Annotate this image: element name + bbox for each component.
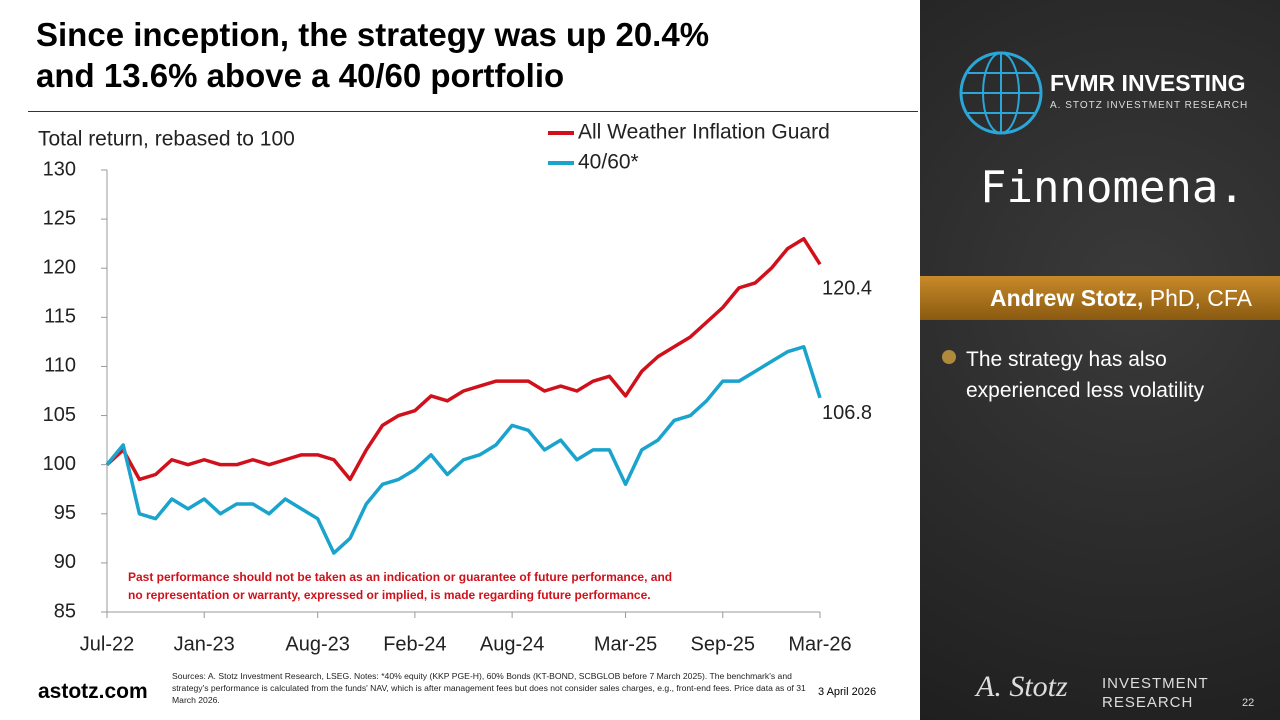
presenter-title: PhD, CFA [1149, 285, 1252, 311]
brand: FVMR INVESTING [1050, 70, 1246, 96]
y-tick-label: 85 [54, 600, 76, 622]
signature: A. Stotz [976, 670, 1068, 703]
legend-label: All Weather Inflation Guard [578, 121, 830, 144]
chart: Total return, rebased to 100 85 90 95 100 10… [38, 121, 872, 656]
bullet [942, 350, 956, 364]
footer-brand-line: RESEARCH [1102, 694, 1194, 711]
footer-brand: INVESTMENT RESEARCH [1102, 674, 1209, 712]
x-tick-label: Mar-25 [594, 633, 657, 655]
bullet-text: The strategy has also experienced less v… [966, 348, 1205, 402]
x-tick-label: Sep-25 [691, 633, 756, 655]
y-tick-label: 95 [54, 502, 76, 524]
y-tick-label: 115 [44, 306, 76, 328]
y-tick-label: 120 [43, 257, 76, 279]
title-line: and 13.6% above a 40/60 portfolio [36, 57, 565, 94]
slide-title: Since inception, the strategy was up 20.… [36, 14, 709, 96]
presenter-bar: Andrew Stotz, PhD, CFA [920, 276, 1280, 320]
x-tick-label: Jan-23 [174, 633, 235, 655]
x-tick-label: Aug-23 [285, 633, 350, 655]
sources-note: Sources: A. Stotz Investment Research, L… [172, 671, 806, 705]
x-tick-label: Feb-24 [383, 633, 446, 655]
partner-logo: Finnomena. [980, 162, 1245, 213]
brand-sub: A. STOTZ INVESTMENT RESEARCH [1050, 100, 1249, 111]
y-tick-label: 130 [43, 158, 76, 180]
date: 3 April 2026 [818, 686, 877, 698]
y-tick-label: 105 [43, 404, 76, 426]
x-tick-label: Aug-24 [480, 633, 545, 655]
globe-logo [959, 51, 1043, 135]
legend-label: 40/60* [578, 151, 639, 174]
end-label: 106.8 [822, 402, 872, 424]
x-tick-label: Mar-26 [788, 633, 851, 655]
y-axis-label: Total return, rebased to 100 [38, 128, 295, 151]
footer-brand-line: INVESTMENT [1102, 675, 1209, 692]
disclaimer: no representation or warranty, expressed… [128, 588, 651, 602]
sidebar: FVMR INVESTING A. STOTZ INVESTMENT RESEA… [920, 0, 1280, 720]
y-tick-label: 110 [44, 355, 76, 377]
title-line: Since inception, the strategy was up 20.… [36, 16, 710, 53]
series-line [105, 345, 822, 555]
y-tick-label: 125 [43, 207, 76, 229]
presenter-name: Andrew Stotz, [990, 285, 1144, 311]
website: astotz.com [38, 680, 148, 703]
y-tick-label: 90 [54, 551, 76, 573]
title-rule [28, 111, 918, 112]
disclaimer: Past performance should not be taken as … [128, 570, 672, 584]
end-label: 120.4 [822, 278, 872, 300]
page-number: 22 [1242, 697, 1255, 709]
y-tick-label: 100 [43, 453, 76, 475]
series-line [105, 237, 822, 482]
x-tick-label: Jul-22 [80, 633, 134, 655]
